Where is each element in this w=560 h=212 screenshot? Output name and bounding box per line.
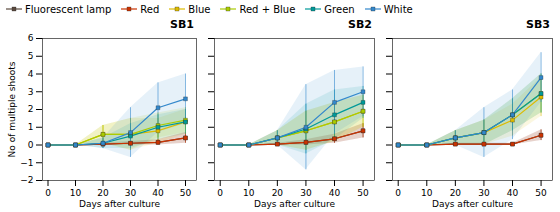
svg-text:10: 10: [243, 188, 255, 198]
svg-text:10: 10: [421, 188, 433, 198]
html-text:Red + Blue: Red + Blue: [239, 3, 296, 15]
svg-text:2: 2: [28, 104, 34, 114]
svg-text:5: 5: [28, 51, 34, 61]
svg-text:10: 10: [70, 188, 82, 198]
svg-text:1: 1: [28, 122, 34, 132]
svg-text:30: 30: [300, 188, 312, 198]
svg-text:0: 0: [45, 188, 51, 198]
svg-text:No of multiple shoots: No of multiple shoots: [7, 61, 17, 157]
svg-text:50: 50: [535, 188, 547, 198]
svg-text:4: 4: [28, 69, 34, 79]
html-text:SB1: SB1: [170, 18, 194, 31]
svg-text:Days after culture: Days after culture: [432, 199, 513, 209]
svg-text:20: 20: [97, 188, 109, 198]
svg-text:0: 0: [395, 188, 401, 198]
svg-text:−2: −2: [20, 175, 33, 185]
svg-text:6: 6: [28, 33, 34, 43]
html-text:Green: Green: [324, 3, 355, 15]
html-text:SB3: SB3: [526, 18, 550, 31]
svg-text:20: 20: [272, 188, 284, 198]
svg-text:50: 50: [180, 188, 192, 198]
html-text:Fluorescent lamp: Fluorescent lamp: [25, 3, 112, 15]
svg-text:40: 40: [152, 188, 164, 198]
svg-text:30: 30: [478, 188, 490, 198]
svg-text:Days after culture: Days after culture: [79, 199, 160, 209]
svg-text:3: 3: [28, 87, 34, 97]
html-text:SB2: SB2: [348, 18, 372, 31]
html-text:Red: Red: [140, 3, 160, 15]
svg-text:50: 50: [357, 188, 369, 198]
html-text:White: White: [383, 3, 413, 15]
svg-text:40: 40: [507, 188, 519, 198]
svg-text:30: 30: [125, 188, 137, 198]
svg-text:−1: −1: [20, 158, 33, 168]
svg-text:40: 40: [329, 188, 341, 198]
svg-text:0: 0: [28, 140, 34, 150]
svg-text:20: 20: [450, 188, 462, 198]
svg-text:Days after culture: Days after culture: [254, 199, 335, 209]
html-text:Blue: Blue: [188, 3, 211, 15]
svg-text:0: 0: [217, 188, 223, 198]
